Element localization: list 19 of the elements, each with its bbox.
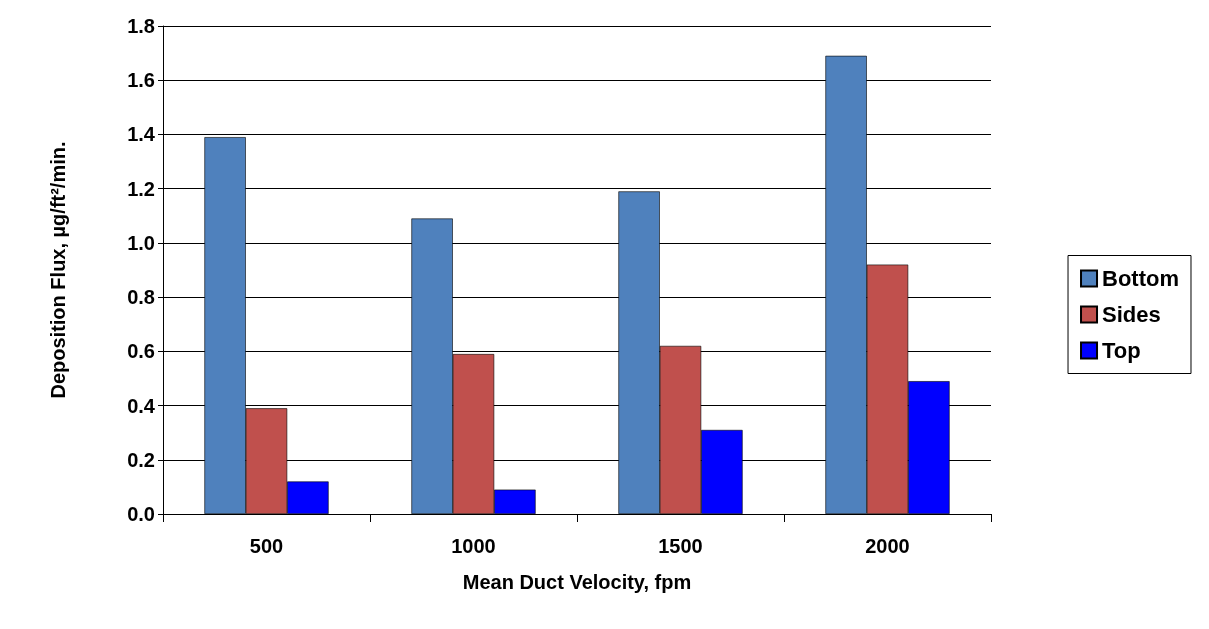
x-tick-label: 2000: [865, 535, 910, 557]
x-tick-label: 1500: [658, 535, 703, 557]
y-tick-label: 1.6: [127, 69, 155, 92]
legend-label: Bottom: [1102, 266, 1180, 291]
y-tick-label: 1.2: [127, 177, 155, 200]
y-tick-label: 0.4: [127, 394, 156, 417]
y-tick-label: 1.8: [127, 15, 155, 37]
x-tick-label: 500: [249, 535, 284, 557]
x-axis-title: Mean Duct Velocity, fpm: [462, 571, 692, 593]
legend-label: Sides: [1102, 302, 1161, 327]
y-tick-label: 0.8: [127, 286, 155, 309]
legend-label: Top: [1102, 338, 1141, 363]
y-axis-title: Deposition Flux, µg/ft²/min.: [47, 141, 69, 399]
y-tick-label: 0.0: [127, 503, 155, 525]
y-tick-label: 1.0: [127, 231, 155, 254]
y-tick-label: 1.4: [127, 123, 156, 146]
x-tick-label: 1000: [451, 535, 496, 557]
y-tick-label: 0.6: [127, 340, 155, 363]
y-tick-label: 0.2: [127, 448, 155, 471]
